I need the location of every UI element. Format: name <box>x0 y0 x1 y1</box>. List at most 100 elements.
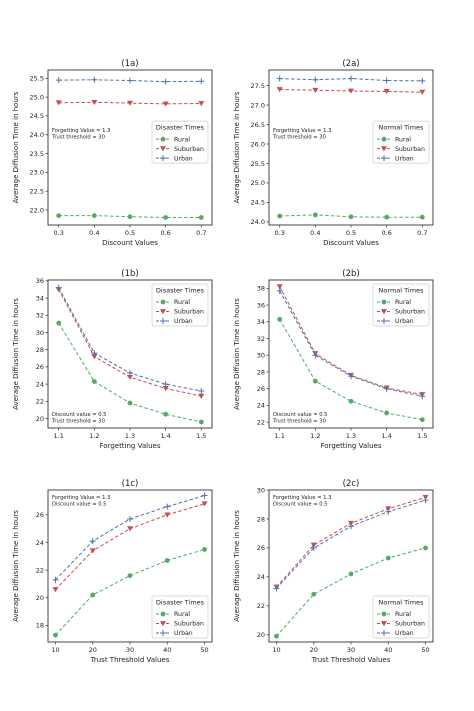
y-tick-label: 36 <box>257 301 265 309</box>
legend-title: Normal Times <box>379 599 424 607</box>
data-point-suburban <box>127 100 133 106</box>
x-tick-label: 50 <box>200 646 208 654</box>
legend-marker-urban <box>160 318 166 324</box>
legend: Disaster Times Rural Suburban Urban <box>151 595 209 639</box>
data-point-urban <box>385 508 392 515</box>
x-axis-label: Discount Values <box>323 239 379 247</box>
x-tick-label: 1.1 <box>54 432 64 440</box>
x-tick-label: 1.3 <box>346 432 356 440</box>
chart-1c: (1c) 10 20 30 40 50 18 20 22 24 26 Trust Threshold … <box>12 479 213 664</box>
data-point-urban <box>419 393 426 400</box>
data-point-suburban <box>162 101 169 107</box>
data-point-suburban <box>312 87 319 93</box>
y-axis-label: Average Diffusion Time in hours <box>233 298 241 410</box>
legend-marker-rural <box>160 611 166 617</box>
data-point-suburban <box>52 587 59 593</box>
data-point-rural <box>419 417 425 423</box>
legend-label-rural: Rural <box>395 611 411 618</box>
data-point-rural <box>348 214 354 220</box>
legend-label-suburban: Suburban <box>395 146 425 153</box>
data-point-rural <box>384 410 390 416</box>
annotation-text: Forgetting Value = 1.3 <box>273 128 331 134</box>
data-point-suburban <box>419 89 426 95</box>
y-tick-label: 22 <box>257 418 265 426</box>
data-point-rural <box>311 591 317 597</box>
x-axis-label: Trust Threshold Values <box>311 656 391 664</box>
data-point-urban <box>201 492 208 499</box>
chart-title: (1b) <box>121 269 138 279</box>
data-point-suburban <box>201 501 208 507</box>
y-tick-label: 26 <box>36 363 44 371</box>
data-point-rural <box>56 213 62 218</box>
data-point-urban <box>55 77 62 84</box>
legend-label-rural: Rural <box>174 611 190 618</box>
y-tick-label: 22.0 <box>30 206 44 214</box>
legend-marker-rural <box>381 611 387 617</box>
legend-label-urban: Urban <box>395 155 414 162</box>
data-point-urban <box>55 284 62 291</box>
x-tick-label: 0.7 <box>417 229 427 237</box>
data-point-urban <box>91 76 98 83</box>
y-tick-label: 24.0 <box>30 131 44 139</box>
x-tick-label: 40 <box>384 646 392 654</box>
annotation-text: Discount value = 0.5 <box>52 412 107 418</box>
data-point-urban <box>127 369 133 376</box>
x-tick-label: 0.4 <box>89 229 99 237</box>
x-tick-label: 10 <box>51 646 59 654</box>
legend-marker-urban <box>160 155 166 162</box>
annotation-text: Forgetting Value = 1.3 <box>52 495 110 501</box>
annotation-text: Forgetting Value = 1.3 <box>273 495 331 501</box>
chart-title: (2c) <box>343 479 360 489</box>
x-tick-label: 1.5 <box>196 432 206 440</box>
data-point-rural <box>127 214 133 220</box>
data-point-suburban <box>89 548 96 554</box>
y-tick-label: 20 <box>257 631 265 639</box>
y-tick-label: 27.0 <box>251 101 265 109</box>
y-tick-label: 22 <box>36 566 44 574</box>
data-point-urban <box>310 544 317 551</box>
legend-marker-suburban <box>160 146 166 152</box>
chart-2c: (2c) 10 20 30 40 50 20 22 24 26 28 30 Trust Threshol… <box>233 479 434 664</box>
y-tick-label: 24 <box>257 402 265 410</box>
data-point-urban <box>276 287 283 294</box>
data-point-rural <box>163 411 169 417</box>
y-tick-label: 36 <box>36 277 44 285</box>
x-tick-label: 0.3 <box>54 229 64 237</box>
data-point-urban <box>348 523 354 530</box>
data-point-rural <box>419 214 425 220</box>
data-point-rural <box>56 320 62 326</box>
chart-1b: (1b) 1.1 1.2 1.3 1.4 1.5 20 22 24 26 28 30 32 34 36 For… <box>12 269 213 450</box>
x-tick-label: 10 <box>272 646 280 654</box>
legend: Disaster Times Rural Suburban Urban <box>151 120 209 164</box>
data-point-suburban <box>164 512 171 518</box>
legend-title: Disaster Times <box>156 599 205 607</box>
legend: Normal Times Rural Suburban Urban <box>372 120 430 164</box>
x-tick-label: 0.7 <box>196 229 206 237</box>
legend-box <box>151 120 209 164</box>
data-point-suburban <box>55 100 62 106</box>
y-tick-label: 30 <box>36 329 44 337</box>
x-tick-label: 1.2 <box>89 432 99 440</box>
y-tick-label: 26 <box>257 544 265 552</box>
data-point-suburban <box>276 284 283 290</box>
x-tick-label: 0.3 <box>275 229 285 237</box>
data-point-rural <box>274 633 279 639</box>
legend-label-suburban: Suburban <box>395 309 425 316</box>
legend-label-urban: Urban <box>174 630 193 637</box>
y-tick-label: 26.5 <box>251 121 265 129</box>
data-point-suburban <box>276 87 283 93</box>
legend-marker-suburban <box>160 309 166 315</box>
data-point-urban <box>162 381 169 388</box>
y-tick-label: 23.5 <box>30 150 44 158</box>
legend-label-urban: Urban <box>174 318 193 325</box>
x-tick-label: 0.4 <box>310 229 320 237</box>
data-point-urban <box>276 75 283 82</box>
y-tick-label: 34 <box>257 318 265 326</box>
data-point-rural <box>348 571 354 577</box>
y-tick-label: 30 <box>257 486 265 494</box>
x-tick-label: 1.5 <box>417 432 427 440</box>
data-point-rural <box>198 215 204 220</box>
x-tick-label: 1.1 <box>275 432 285 440</box>
chart-2a: (2a) 0.3 0.4 0.5 0.6 0.7 24.0 24.5 25.0 25.5 26.0 2… <box>233 59 434 247</box>
x-tick-label: 0.6 <box>381 229 391 237</box>
